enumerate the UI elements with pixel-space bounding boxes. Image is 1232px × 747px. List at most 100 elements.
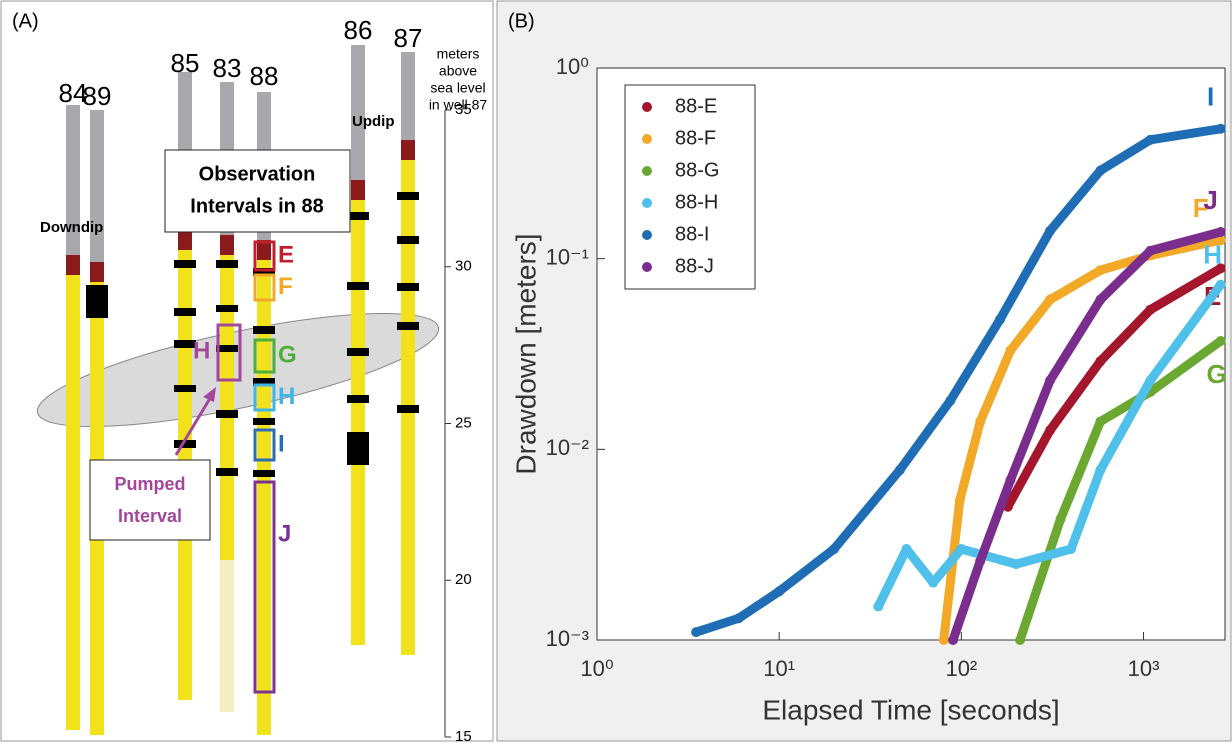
well-log <box>220 235 234 560</box>
data-point <box>1145 375 1156 386</box>
data-point <box>1095 265 1106 276</box>
data-point <box>938 635 949 645</box>
well-label: 84 <box>59 78 88 108</box>
pumped-arrow <box>174 394 214 456</box>
legend-label: 88-E <box>675 95 717 117</box>
packer <box>397 405 419 413</box>
well-log-dark <box>66 255 80 275</box>
well-log-dark <box>178 230 192 250</box>
x-tick-label: 10⁰ <box>580 656 613 681</box>
packer <box>253 470 275 477</box>
packer <box>174 340 196 348</box>
packer <box>397 236 419 244</box>
interval-letter: I <box>278 430 285 457</box>
pumped-text: Interval <box>118 506 182 526</box>
data-point <box>894 464 905 475</box>
packer <box>253 326 275 334</box>
data-point <box>1011 559 1022 570</box>
well-casing <box>90 110 104 262</box>
observation-text: Observation <box>199 163 316 185</box>
data-point <box>1215 123 1226 134</box>
pumped-arrow-head <box>203 387 216 402</box>
panel-label: (B) <box>508 10 535 32</box>
pumped-text: Pumped <box>114 474 185 494</box>
curve-label: F <box>1193 193 1209 223</box>
data-point <box>774 586 785 597</box>
interval-box <box>253 480 276 694</box>
data-point <box>901 544 912 555</box>
interval-letter: E <box>278 241 294 268</box>
legend-marker <box>642 198 652 208</box>
interval-box <box>253 338 276 374</box>
data-point <box>1215 235 1226 246</box>
packer <box>216 468 238 476</box>
depth-tick-label: 25 <box>455 414 472 431</box>
well-log-dark <box>220 235 234 255</box>
depth-axis-label: meters <box>437 46 480 62</box>
packer <box>216 305 238 312</box>
depth-tick-label: 30 <box>455 258 472 275</box>
updip-label: Updip <box>352 113 395 130</box>
well-casing <box>351 45 365 180</box>
data-point <box>1015 635 1026 645</box>
data-point <box>1095 356 1106 367</box>
packer <box>253 378 275 386</box>
legend-marker <box>642 102 652 112</box>
interval-box <box>253 273 276 302</box>
interval-box <box>253 383 276 412</box>
interval-letter: F <box>278 273 293 300</box>
data-point <box>1095 416 1106 427</box>
legend-label: 88-F <box>675 127 716 149</box>
data-point <box>1045 294 1056 305</box>
packer <box>216 410 238 418</box>
legend-marker <box>642 262 652 272</box>
data-point <box>975 555 986 566</box>
data-point <box>975 416 986 427</box>
interval-box <box>253 428 276 462</box>
packer <box>174 440 196 448</box>
legend-box <box>624 84 756 290</box>
curve-label: I <box>1207 82 1214 112</box>
data-point <box>1215 263 1226 274</box>
depth-axis-label: sea level <box>430 80 485 96</box>
packer <box>347 282 369 290</box>
data-point <box>1145 134 1156 145</box>
pumped-interval <box>216 323 242 382</box>
interval-box <box>253 240 276 272</box>
data-point <box>1095 464 1106 475</box>
data-point <box>1145 304 1156 315</box>
legend-label: 88-G <box>675 159 719 181</box>
packer <box>174 308 196 316</box>
packer <box>174 260 196 268</box>
well-label: 89 <box>83 81 112 111</box>
packer <box>253 418 275 425</box>
packer <box>397 322 419 330</box>
data-point <box>956 544 967 555</box>
x-tick-label: 10³ <box>1128 656 1160 681</box>
well-label: 83 <box>213 53 242 83</box>
well-label: 88 <box>250 61 279 91</box>
data-point <box>1095 294 1106 305</box>
data-point <box>1066 544 1077 555</box>
depth-axis-label: in well 87 <box>429 97 488 113</box>
depth-axis-label: above <box>439 63 477 79</box>
downdip-label: Downdip <box>40 219 103 236</box>
data-point <box>1215 335 1226 346</box>
data-point <box>1005 345 1016 356</box>
x-tick-label: 10¹ <box>763 656 795 681</box>
well-label: 87 <box>394 23 423 53</box>
pumped-box <box>89 459 211 541</box>
well-log-dark <box>257 240 271 260</box>
y-axis-label: Drawdown [meters] <box>510 233 541 474</box>
packer <box>397 283 419 291</box>
data-point <box>995 314 1006 325</box>
interval-letter: J <box>278 520 291 547</box>
packer <box>347 432 369 465</box>
well-label: 86 <box>344 15 373 45</box>
packer <box>347 212 369 220</box>
interval-letter: H <box>278 383 295 410</box>
data-point <box>948 635 959 645</box>
well-casing <box>66 105 80 255</box>
legend-label: 88-I <box>675 223 709 245</box>
data-point <box>945 395 956 406</box>
